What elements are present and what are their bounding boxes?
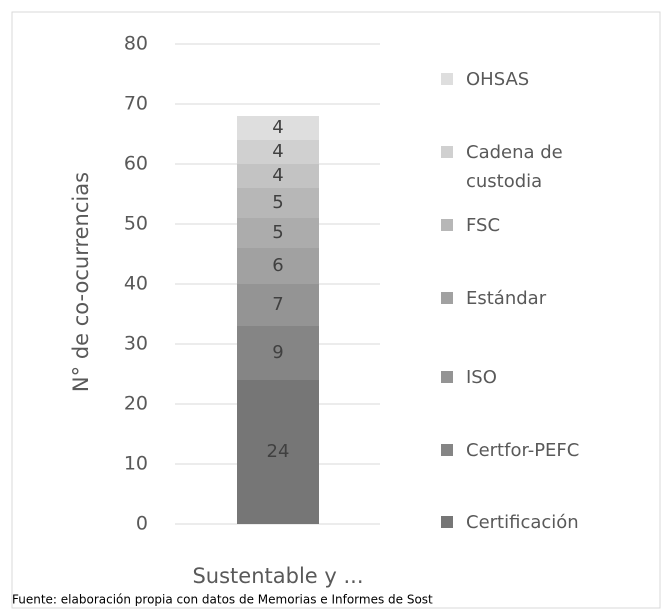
bar-segment (237, 284, 319, 326)
source-note: Fuente: elaboración propia con datos de … (12, 593, 433, 607)
data-label: 6 (272, 255, 283, 276)
legend-swatch (441, 292, 453, 304)
legend-swatch (441, 516, 453, 528)
y-tick-label: 0 (136, 513, 148, 535)
bar-segment (237, 248, 319, 284)
y-tick-label: 20 (124, 393, 148, 415)
legend-label: Estándar (466, 288, 547, 309)
legend-label: Cadena de custodia (466, 142, 563, 192)
bar-segment (237, 380, 319, 524)
data-label: 5 (272, 222, 283, 243)
y-tick-label: 70 (124, 93, 148, 115)
data-label: 4 (272, 117, 283, 138)
legend-label: Certificación (466, 512, 579, 533)
y-axis-title: N° de co-ocurrencias (69, 172, 93, 392)
data-label: 4 (272, 141, 283, 162)
bar-segment (237, 116, 319, 140)
bar-segment (237, 326, 319, 380)
bar-segment (237, 140, 319, 164)
y-tick-label: 10 (124, 453, 148, 475)
legend-swatch (441, 219, 453, 231)
data-label: 4 (272, 165, 283, 186)
legend-label: ISO (466, 367, 497, 388)
legend-swatch (441, 73, 453, 85)
chart-frame (11, 11, 661, 609)
legend-label: Certfor-PEFC (466, 440, 580, 461)
data-label: 24 (267, 441, 290, 462)
bar-segment (237, 188, 319, 218)
y-tick-label: 30 (124, 333, 148, 355)
legend-swatch (441, 371, 453, 383)
legend-swatch (441, 146, 453, 158)
x-tick-label: Sustentable y ... (192, 564, 363, 588)
y-tick-label: 60 (124, 153, 148, 175)
legend-swatch (441, 444, 453, 456)
bar-segment (237, 218, 319, 248)
legend-label: OHSAS (466, 69, 530, 90)
y-tick-label: 50 (124, 213, 148, 235)
data-label: 9 (272, 342, 283, 363)
y-tick-label: 80 (124, 33, 148, 55)
bar-segment (237, 164, 319, 188)
y-tick-label: 40 (124, 273, 148, 295)
legend-label: FSC (466, 215, 501, 236)
data-label: 5 (272, 192, 283, 213)
data-label: 7 (272, 294, 283, 315)
